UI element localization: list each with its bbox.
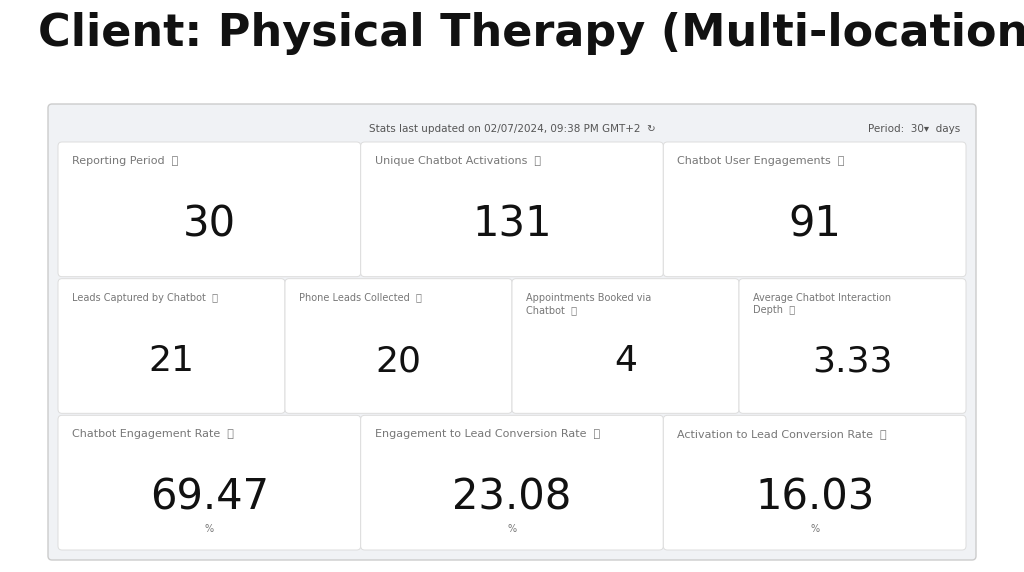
FancyBboxPatch shape xyxy=(48,104,976,560)
FancyBboxPatch shape xyxy=(739,279,966,414)
FancyBboxPatch shape xyxy=(58,415,360,550)
Text: Appointments Booked via
Chatbot  ⓘ: Appointments Booked via Chatbot ⓘ xyxy=(526,293,651,315)
FancyBboxPatch shape xyxy=(512,279,739,414)
FancyBboxPatch shape xyxy=(664,415,966,550)
Text: Activation to Lead Conversion Rate  ⓘ: Activation to Lead Conversion Rate ⓘ xyxy=(677,430,887,439)
FancyBboxPatch shape xyxy=(58,142,360,277)
Text: Average Chatbot Interaction
Depth  ⓘ: Average Chatbot Interaction Depth ⓘ xyxy=(753,293,891,315)
FancyBboxPatch shape xyxy=(360,142,664,277)
Text: 21: 21 xyxy=(148,344,195,378)
Text: 91: 91 xyxy=(788,204,841,245)
FancyBboxPatch shape xyxy=(360,415,664,550)
Text: Client: Physical Therapy (Multi-location): Client: Physical Therapy (Multi-location… xyxy=(38,12,1024,55)
Text: Chatbot User Engagements  ⓘ: Chatbot User Engagements ⓘ xyxy=(677,156,845,166)
FancyBboxPatch shape xyxy=(285,279,512,414)
Text: 20: 20 xyxy=(376,344,422,378)
Text: 23.08: 23.08 xyxy=(453,477,571,519)
Text: %: % xyxy=(508,524,516,534)
Text: Engagement to Lead Conversion Rate  ⓘ: Engagement to Lead Conversion Rate ⓘ xyxy=(375,430,600,439)
Text: 3.33: 3.33 xyxy=(812,344,893,378)
Text: Unique Chatbot Activations  ⓘ: Unique Chatbot Activations ⓘ xyxy=(375,156,541,166)
Text: 69.47: 69.47 xyxy=(150,477,269,519)
Text: Leads Captured by Chatbot  ⓘ: Leads Captured by Chatbot ⓘ xyxy=(72,293,218,303)
Text: Stats last updated on 02/07/2024, 09:38 PM GMT+2  ↻: Stats last updated on 02/07/2024, 09:38 … xyxy=(369,124,655,134)
Text: Chatbot Engagement Rate  ⓘ: Chatbot Engagement Rate ⓘ xyxy=(72,430,233,439)
Text: Period:  30▾  days: Period: 30▾ days xyxy=(867,124,961,134)
Text: Reporting Period  ⓘ: Reporting Period ⓘ xyxy=(72,156,178,166)
Text: Phone Leads Collected  ⓘ: Phone Leads Collected ⓘ xyxy=(299,293,422,303)
Text: 131: 131 xyxy=(472,204,552,245)
Text: 16.03: 16.03 xyxy=(755,477,874,519)
Text: %: % xyxy=(205,524,214,534)
FancyBboxPatch shape xyxy=(58,279,285,414)
FancyBboxPatch shape xyxy=(664,142,966,277)
Text: %: % xyxy=(810,524,819,534)
Text: 30: 30 xyxy=(182,204,236,245)
Text: 4: 4 xyxy=(614,344,637,378)
